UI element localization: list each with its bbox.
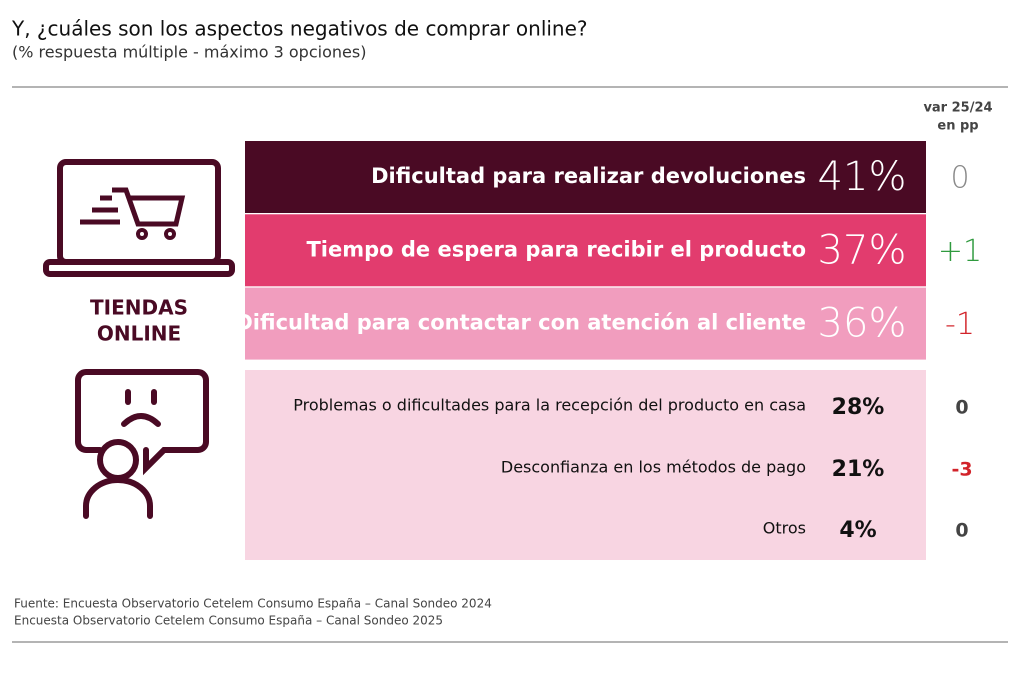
row-change: -3 — [951, 459, 972, 481]
source: Fuente: Encuesta Observatorio Cetelem Co… — [14, 597, 492, 611]
row-value: 36% — [818, 301, 907, 347]
row-bar — [245, 214, 926, 287]
row-change: 0 — [955, 397, 968, 419]
title: Y, ¿cuáles son los aspectos negativos de… — [11, 17, 588, 41]
subtitle: (% respuesta múltiple - máximo 3 opcione… — [12, 43, 366, 62]
change-header: en pp — [937, 119, 978, 134]
row-label: Problemas o dificultades para la recepci… — [293, 396, 806, 415]
row-label: Desconfianza en los métodos de pago — [501, 458, 806, 477]
row-change: 0 — [955, 520, 968, 542]
row-bar — [245, 287, 926, 360]
row-value: 37% — [818, 227, 907, 273]
row-change: +1 — [938, 234, 982, 269]
complaint-icon — [75, 369, 209, 519]
row-label: Dificultad para contactar con atención a… — [235, 311, 806, 335]
row-value: 4% — [839, 518, 876, 543]
source: Encuesta Observatorio Cetelem Consumo Es… — [14, 614, 443, 628]
row-label: Dificultad para realizar devoluciones — [371, 164, 806, 188]
row-change: -1 — [945, 307, 975, 342]
row-value: 41% — [818, 154, 907, 200]
minor-group — [245, 370, 926, 560]
segment-label: ONLINE — [97, 322, 181, 346]
segment-label: TIENDAS — [90, 296, 188, 320]
row-label: Tiempo de espera para recibir el product… — [306, 237, 806, 261]
row-bar — [245, 141, 926, 213]
row-value: 21% — [832, 457, 885, 482]
laptop-icon — [43, 159, 235, 277]
change-header: var 25/24 — [923, 101, 992, 116]
row-change: 0 — [950, 161, 969, 196]
row-value: 28% — [832, 395, 885, 420]
row-label: Otros — [763, 519, 806, 538]
